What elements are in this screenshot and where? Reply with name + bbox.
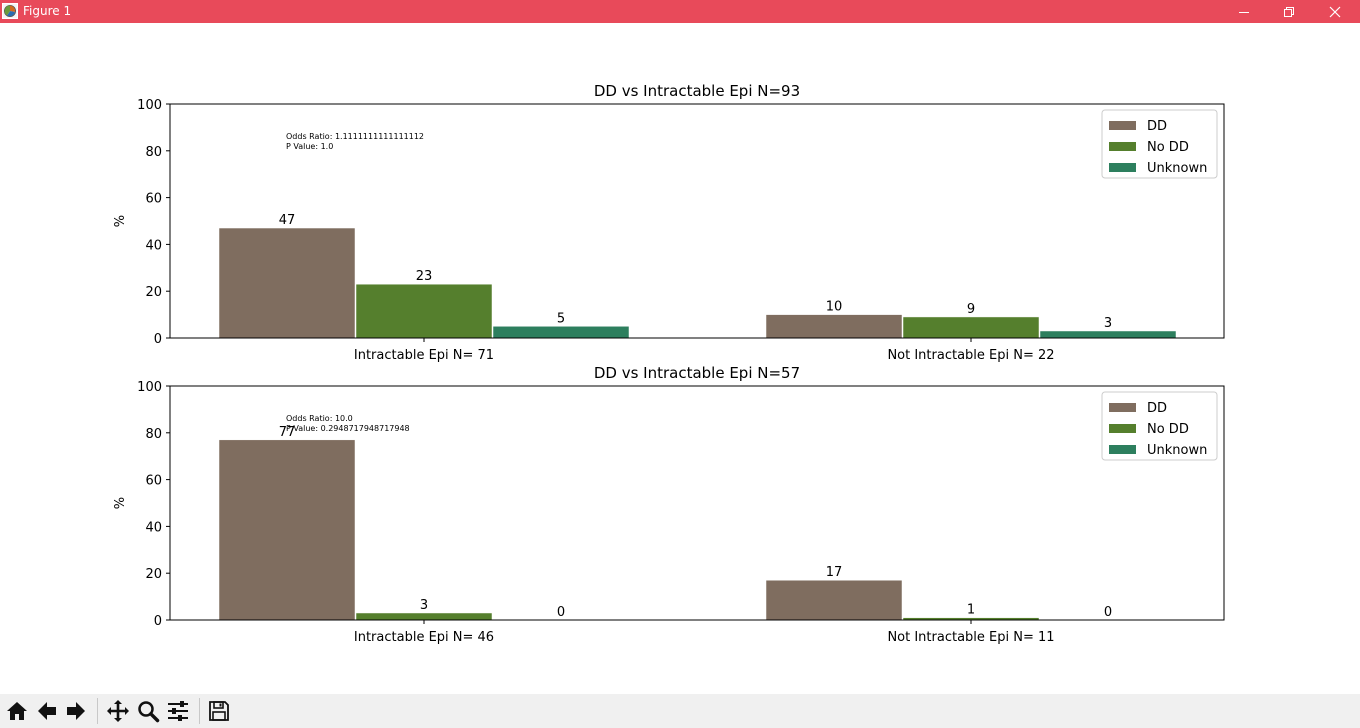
legend-swatch: [1109, 424, 1136, 433]
legend-swatch: [1109, 445, 1136, 454]
y-tick-label: 20: [145, 567, 162, 582]
configure-subplots-button[interactable]: [164, 696, 192, 726]
pan-button[interactable]: [104, 696, 132, 726]
y-axis-label: %: [113, 497, 128, 509]
axes-frame: [169, 385, 1225, 621]
bar-value-label: 47: [279, 213, 296, 228]
bar-value-label: 10: [826, 300, 843, 315]
x-tick-label: Intractable Epi N= 71: [354, 348, 494, 363]
bar-no-dd: [355, 283, 493, 339]
legend-label: No DD: [1147, 422, 1189, 437]
chart-title-2: DD vs Intractable Epi N=57: [594, 364, 800, 382]
y-tick-label: 80: [145, 145, 162, 160]
bar-dd: [765, 314, 903, 339]
bar-value-label: 23: [416, 269, 433, 284]
close-button[interactable]: [1312, 0, 1358, 23]
bar-dd: [218, 439, 356, 621]
bar-value-label: 3: [420, 598, 428, 613]
bar-value-label: 0: [557, 605, 565, 620]
y-tick-label: 0: [154, 332, 162, 347]
minimize-icon: [1239, 11, 1249, 13]
bar-dd: [765, 579, 903, 621]
chart-title-1: DD vs Intractable Epi N=93: [594, 82, 800, 100]
legend-label: Unknown: [1147, 443, 1207, 458]
y-tick-label: 100: [137, 380, 162, 395]
window-title: Figure 1: [23, 4, 72, 18]
bar-value-label: 77: [279, 425, 296, 440]
forward-arrow-icon: [67, 702, 85, 720]
bar-no-dd: [355, 612, 493, 621]
save-icon: [209, 701, 229, 721]
title-bar: Figure 1: [0, 0, 1360, 23]
y-tick-label: 60: [145, 474, 162, 489]
y-axis-label: %: [113, 215, 128, 227]
annotation-text: Odds Ratio: 1.1111111111111112: [286, 132, 424, 141]
legend-label: Unknown: [1147, 161, 1207, 176]
bar-value-label: 3: [1104, 316, 1112, 331]
bar-value-label: 17: [826, 565, 843, 580]
configure-subplots-icon: [168, 701, 188, 721]
toolbar-separator: [97, 698, 98, 724]
bar-dd: [218, 227, 356, 339]
y-tick-label: 0: [154, 614, 162, 629]
minimize-button[interactable]: [1221, 0, 1267, 23]
bar-value-label: 1: [967, 603, 975, 618]
back-button[interactable]: [33, 696, 61, 726]
y-tick-label: 60: [145, 192, 162, 207]
back-arrow-icon: [38, 702, 56, 720]
close-icon: [1329, 6, 1341, 17]
x-tick-label: Not Intractable Epi N= 11: [887, 630, 1054, 645]
zoom-button[interactable]: [134, 696, 162, 726]
zoom-icon: [138, 701, 160, 723]
bar-value-label: 9: [967, 302, 975, 317]
legend-swatch: [1109, 403, 1136, 412]
y-tick-label: 40: [145, 520, 162, 535]
navigation-toolbar: [0, 694, 1360, 728]
bar-unknown: [1039, 330, 1177, 339]
bar-unknown: [492, 326, 630, 339]
annotation-text: P Value: 1.0: [286, 142, 333, 151]
legend-label: No DD: [1147, 140, 1189, 155]
figure-svg: DD vs Intractable Epi N=93 47 23 5 Intractab…: [113, 82, 1225, 645]
matplotlib-figure-icon: [2, 3, 18, 19]
save-button[interactable]: [205, 696, 233, 726]
annotation-text: P Value: 0.2948717948717948: [286, 424, 410, 433]
bar-no-dd: [902, 316, 1040, 339]
home-icon: [7, 702, 27, 720]
bar-value-label: 5: [557, 311, 565, 326]
maximize-button[interactable]: [1266, 0, 1312, 23]
pan-icon: [107, 700, 129, 722]
legend-label: DD: [1147, 119, 1167, 134]
y-tick-label: 100: [137, 98, 162, 113]
x-tick-label: Not Intractable Epi N= 22: [887, 348, 1054, 363]
legend-swatch: [1109, 142, 1136, 151]
y-tick-label: 20: [145, 285, 162, 300]
legend-label: DD: [1147, 401, 1167, 416]
y-tick-label: 40: [145, 238, 162, 253]
axes-frame: [169, 103, 1225, 339]
y-tick-label: 80: [145, 427, 162, 442]
restore-icon: [1284, 6, 1294, 17]
legend-swatch: [1109, 121, 1136, 130]
home-button[interactable]: [3, 696, 31, 726]
legend-swatch: [1109, 163, 1136, 172]
figure-canvas: DD vs Intractable Epi N=93 47 23 5 Intractab…: [0, 23, 1360, 694]
x-tick-label: Intractable Epi N= 46: [354, 630, 494, 645]
bar-value-label: 0: [1104, 605, 1112, 620]
toolbar-separator: [199, 698, 200, 724]
forward-button[interactable]: [62, 696, 90, 726]
annotation-text: Odds Ratio: 10.0: [286, 414, 353, 423]
